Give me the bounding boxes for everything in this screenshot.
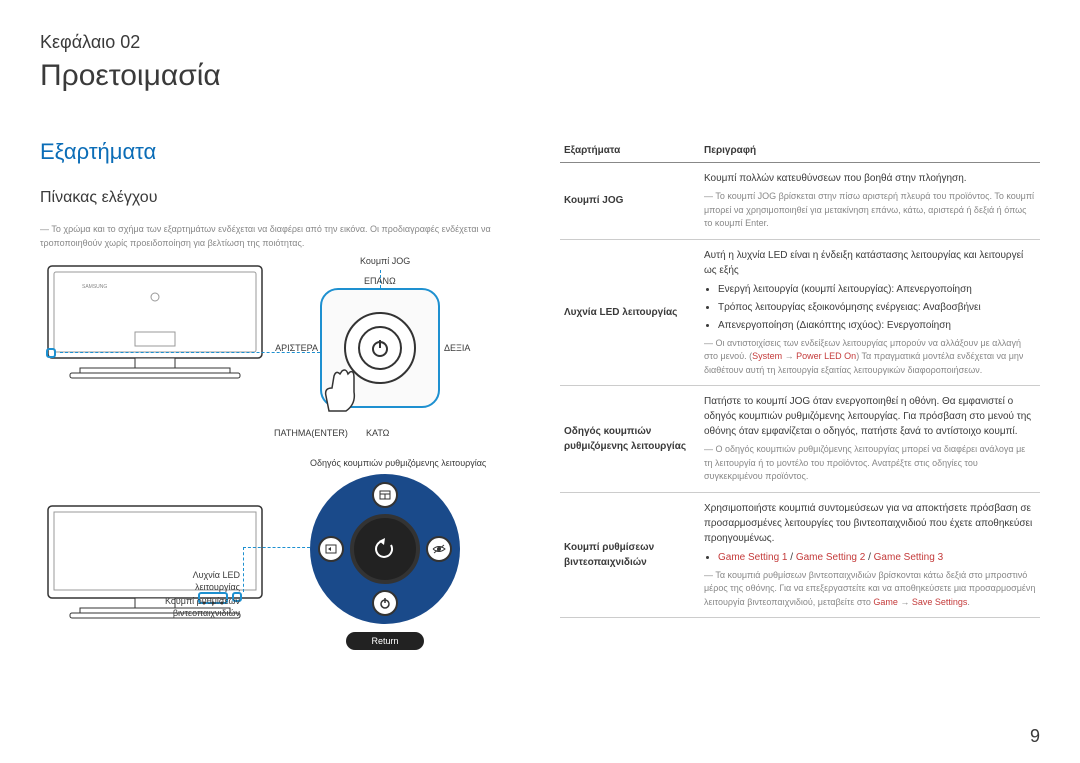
- left-label: ΑΡΙΣΤΕΡΑ: [270, 343, 318, 353]
- eye-icon: [426, 536, 452, 562]
- game-settings-list: Game Setting 1 / Game Setting 2 / Game S…: [718, 550, 1036, 565]
- press-label: ΠΑΤΗΜΑ(ENTER): [274, 428, 348, 438]
- disclaimer-note: Το χρώμα και το σχήμα των εξαρτημάτων εν…: [40, 223, 530, 250]
- right-label: ΔΕΞΙΑ: [444, 343, 470, 353]
- section-heading: Εξαρτήματα: [40, 139, 530, 165]
- cell-led-desc: Αυτή η λυχνία LED είναι η ένδειξη κατάστ…: [700, 239, 1040, 386]
- func-callout-line-v: [243, 547, 244, 592]
- th-desc: Περιγραφή: [700, 139, 1040, 163]
- jog-diagram: [320, 288, 440, 408]
- hand-icon: [314, 356, 374, 416]
- monitor-rear-illustration: SAMSUNG: [40, 262, 270, 392]
- parts-table: Εξαρτήματα Περιγραφή Κουμπί JOG Κουμπί π…: [560, 139, 1040, 618]
- row-game: Κουμπί ρυθμίσεων βιντεοπαιχνιδιών Χρησιμ…: [560, 492, 1040, 618]
- row-led: Λυχνία LED λειτουργίας Αυτή η λυχνία LED…: [560, 239, 1040, 386]
- jog-label: Κουμπί JOG: [360, 256, 410, 266]
- down-label: ΚΑΤΩ: [366, 428, 389, 438]
- svg-text:SAMSUNG: SAMSUNG: [82, 284, 107, 290]
- chapter-label: Κεφάλαιο 02: [40, 32, 1040, 53]
- left-func-icon: [318, 536, 344, 562]
- row-jog: Κουμπί JOG Κουμπί πολλών κατευθύνσεων πο…: [560, 163, 1040, 240]
- led-bullet-2: Τρόπος λειτουργίας εξοικονόμησης ενέργει…: [718, 300, 1036, 315]
- cell-guide-label: Οδηγός κουμπιών ρυθμιζόμενης λειτουργίας: [560, 386, 700, 493]
- subsection-heading: Πίνακας ελέγχου: [40, 189, 530, 207]
- row-guide: Οδηγός κουμπιών ρυθμιζόμενης λειτουργίας…: [560, 386, 1040, 493]
- guide-label: Οδηγός κουμπιών ρυθμιζόμενης λειτουργίας: [310, 458, 486, 468]
- figure-area: SAMSUNG Κουμπί JOG ΕΠΑΝΩ: [40, 262, 530, 642]
- return-icon: [350, 514, 420, 584]
- return-label: Return: [346, 632, 424, 650]
- led-highlight: [46, 348, 56, 358]
- th-parts: Εξαρτήματα: [560, 139, 700, 163]
- power-func-icon: [372, 590, 398, 616]
- cell-game-label: Κουμπί ρυθμίσεων βιντεοπαιχνιδιών: [560, 492, 700, 618]
- cell-jog-desc: Κουμπί πολλών κατευθύνσεων που βοηθά στη…: [700, 163, 1040, 240]
- function-guide-diagram: [310, 474, 460, 624]
- page-number: 9: [1030, 726, 1040, 747]
- game-note: Τα κουμπιά ρυθμίσεων βιντεοπαιχνιδιών βρ…: [704, 569, 1036, 610]
- led-label-2: Λυχνία LED λειτουργίας: [160, 570, 240, 593]
- page-title: Προετοιμασία: [40, 59, 1040, 93]
- led-bullet-1: Ενεργή λειτουργία (κουμπί λειτουργίας): …: [718, 282, 1036, 297]
- power-icon: [370, 338, 390, 358]
- gamebtn-label: Κουμπί ρυθμίσεων βιντεοπαιχνιδιών: [140, 596, 240, 619]
- cell-jog-label: Κουμπί JOG: [560, 163, 700, 240]
- guide-note: Ο οδηγός κουμπιών ρυθμιζόμενης λειτουργί…: [704, 443, 1036, 484]
- led-bullet-3: Απενεργοποίηση (Διακόπτης ισχύος): Ενεργ…: [718, 318, 1036, 333]
- left-column: Εξαρτήματα Πίνακας ελέγχου Το χρώμα και …: [40, 139, 530, 642]
- led-note: Οι αντιστοιχίσεις των ενδείξεων λειτουργ…: [704, 337, 1036, 378]
- menu-icon: [372, 482, 398, 508]
- cell-guide-desc: Πατήστε το κουμπί JOG όταν ενεργοποιηθεί…: [700, 386, 1040, 493]
- up-label: ΕΠΑΝΩ: [364, 276, 396, 286]
- cell-led-label: Λυχνία LED λειτουργίας: [560, 239, 700, 386]
- cell-game-desc: Χρησιμοποιήστε κουμπιά συντομεύσεων για …: [700, 492, 1040, 618]
- jog-note: Το κουμπί JOG βρίσκεται στην πίσω αριστε…: [704, 190, 1036, 231]
- right-column: Εξαρτήματα Περιγραφή Κουμπί JOG Κουμπί π…: [560, 139, 1040, 642]
- func-callout-line: [243, 547, 310, 548]
